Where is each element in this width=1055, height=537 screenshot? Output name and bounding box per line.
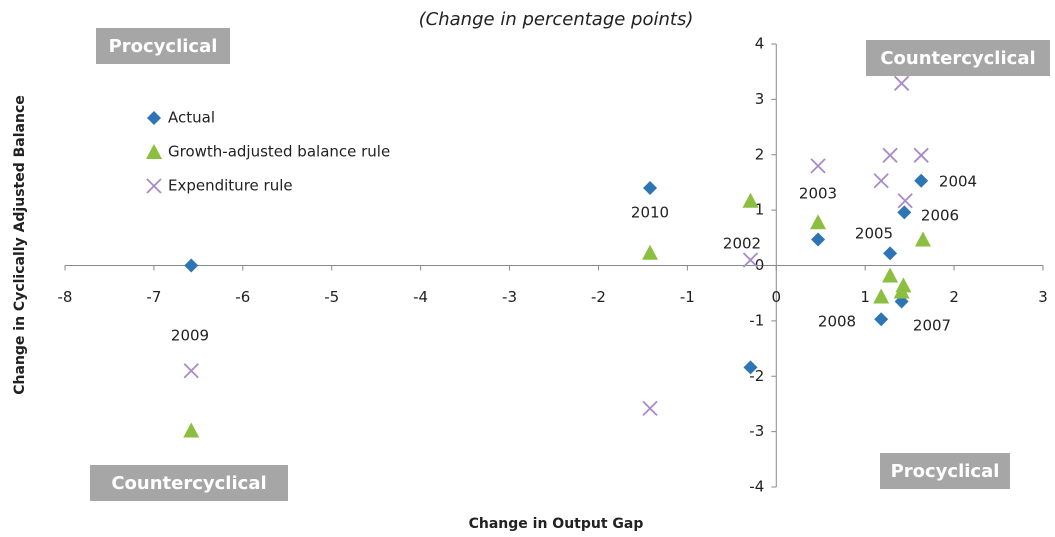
triangle-marker — [183, 422, 200, 438]
quadrant-box — [866, 40, 1050, 76]
triangle-marker — [146, 144, 162, 159]
annotation: 2009 — [171, 327, 209, 345]
x-marker — [893, 75, 910, 91]
y-tick-label: 3 — [755, 90, 765, 108]
x-tick-label: -6 — [235, 288, 250, 306]
annotation: 2007 — [913, 317, 951, 335]
x-tick-label: -4 — [413, 288, 428, 306]
y-axis-title: Change in Cyclically Adjusted Balance — [12, 95, 28, 395]
triangle-marker — [873, 288, 890, 304]
y-tick-label: 2 — [755, 145, 765, 163]
y-tick-label: -1 — [749, 311, 764, 329]
triangle-marker — [642, 244, 659, 260]
x-marker — [742, 252, 759, 268]
y-tick-label: 1 — [755, 201, 765, 219]
x-tick-label: -8 — [58, 288, 73, 306]
annotation: 2002 — [723, 235, 761, 253]
x-tick-label: 1 — [860, 288, 870, 306]
y-tick-label: 4 — [755, 35, 765, 53]
triangle-marker — [893, 283, 910, 299]
triangle-marker — [882, 267, 899, 283]
diamond-marker — [811, 232, 826, 247]
y-tick-label: -3 — [749, 422, 764, 440]
annotation: 2003 — [799, 185, 837, 203]
y-tick-label: -4 — [749, 478, 764, 496]
quadrant-box — [880, 453, 1010, 489]
x-marker — [882, 147, 898, 163]
diamond-marker — [914, 173, 929, 188]
triangle-marker — [810, 214, 827, 230]
x-marker — [913, 147, 929, 163]
triangle-marker — [742, 192, 759, 208]
diamond-marker — [743, 360, 758, 375]
quadrant-label: Countercyclical — [880, 48, 1035, 69]
annotation: 2008 — [818, 313, 856, 331]
quadrant-box — [90, 465, 288, 501]
x-tick-label: -5 — [324, 288, 339, 306]
y-tick-label: 0 — [755, 256, 765, 274]
x-tick-label: 0 — [771, 288, 781, 306]
x-tick-label: -3 — [502, 288, 517, 306]
annotation: 2005 — [855, 225, 893, 243]
legend-label: Actual — [168, 109, 215, 127]
diamond-marker — [883, 246, 898, 261]
quadrant-label: Procyclical — [891, 461, 1000, 482]
legend-label: Expenditure rule — [168, 177, 293, 195]
x-axis-title: Change in Output Gap — [469, 516, 644, 532]
annotation: 2010 — [631, 204, 669, 222]
x-marker — [810, 158, 826, 174]
x-tick-label: 2 — [949, 288, 959, 306]
x-marker — [642, 400, 658, 417]
legend-label: Growth-adjusted balance rule — [168, 143, 390, 161]
x-marker — [146, 178, 162, 194]
x-tick-label: -1 — [680, 288, 695, 306]
x-marker — [183, 363, 199, 379]
diamond-marker — [874, 312, 889, 327]
annotation: 2004 — [939, 173, 977, 191]
diamond-marker — [184, 258, 199, 273]
x-tick-label: -7 — [146, 288, 161, 306]
diamond-marker — [643, 180, 658, 195]
quadrant-label: Procyclical — [109, 36, 218, 57]
chart-title: (Change in percentage points) — [419, 9, 694, 30]
quadrant-box — [96, 28, 230, 64]
annotation: 2006 — [921, 207, 959, 225]
x-marker — [897, 193, 913, 209]
quadrant-label: Countercyclical — [111, 473, 266, 494]
x-tick-label: 3 — [1038, 288, 1048, 306]
x-tick-label: -2 — [591, 288, 606, 306]
x-marker — [873, 173, 889, 189]
diamond-marker — [147, 111, 161, 125]
triangle-marker — [914, 231, 931, 247]
diamond-marker — [897, 205, 912, 220]
